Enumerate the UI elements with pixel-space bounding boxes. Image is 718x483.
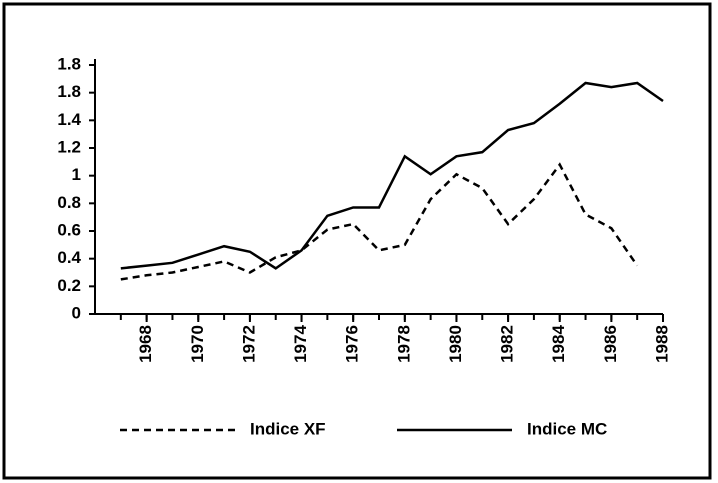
x-tick-label: 1986 bbox=[601, 325, 620, 363]
series-line bbox=[120, 162, 639, 281]
y-tick-label: 1.4 bbox=[57, 110, 81, 129]
x-tick-label: 1968 bbox=[136, 325, 155, 363]
x-tick-label: 1980 bbox=[446, 325, 465, 363]
y-tick-label: 0.2 bbox=[57, 276, 81, 295]
x-tick-label: 1978 bbox=[394, 325, 413, 363]
x-tick-label: 1988 bbox=[652, 325, 671, 363]
y-tick-label: 0.4 bbox=[57, 248, 81, 267]
x-tick-label: 1972 bbox=[239, 325, 258, 363]
y-tick-label: 0.6 bbox=[57, 220, 81, 239]
legend-label: Indice XF bbox=[250, 419, 326, 438]
legend-label: Indice MC bbox=[527, 419, 607, 438]
y-tick-label: 0.8 bbox=[57, 193, 81, 212]
y-tick-label: 1.2 bbox=[57, 137, 81, 156]
x-tick-label: 1974 bbox=[291, 325, 310, 363]
y-tick-label: 1.8 bbox=[57, 82, 81, 101]
x-tick-label: 1982 bbox=[498, 325, 517, 363]
series-line bbox=[120, 81, 664, 270]
x-tick-label: 1970 bbox=[188, 325, 207, 363]
frame bbox=[2, 2, 712, 480]
x-tick-label: 1976 bbox=[343, 325, 362, 363]
y-tick-label: 0 bbox=[72, 303, 81, 322]
x-tick-label: 1984 bbox=[549, 325, 568, 363]
y-tick-label: 1 bbox=[72, 165, 81, 184]
y-tick-label: 1.8 bbox=[57, 54, 81, 73]
